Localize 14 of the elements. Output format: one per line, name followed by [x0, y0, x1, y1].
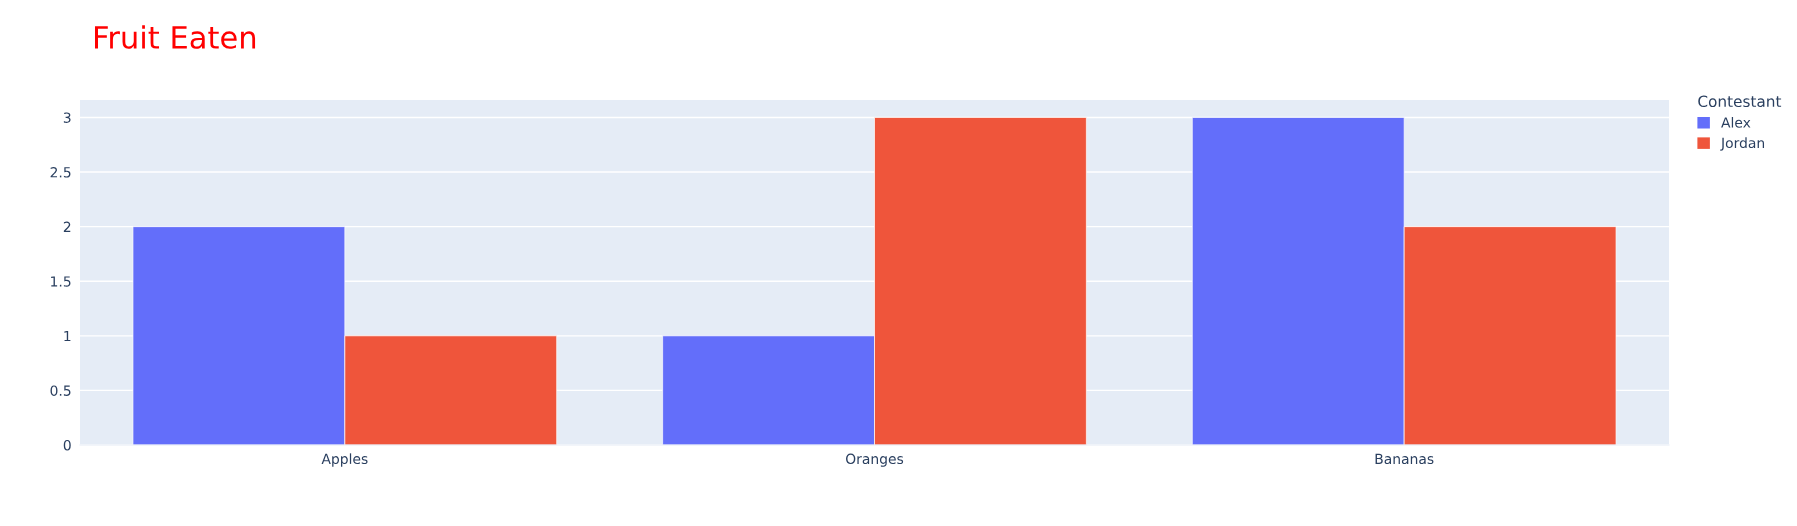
- y-tick-label: 1.5: [51, 276, 71, 287]
- chart-title: Fruit Eaten: [95, 25, 256, 49]
- y-tick-label: 0.5: [50, 385, 71, 396]
- y-tick-label: 2: [63, 221, 71, 232]
- y-tick-label: 2.5: [50, 167, 71, 178]
- y-tick-label: 3: [63, 112, 71, 123]
- x-tick-label: Apples: [321, 453, 368, 467]
- legend-label: Jordan: [1720, 137, 1765, 151]
- legend-label: Alex: [1721, 116, 1751, 128]
- x-tick-label: Oranges: [846, 453, 904, 467]
- y-tick-label: 0: [63, 439, 71, 451]
- y-tick-label: 1: [64, 330, 71, 342]
- legend-title: Contestant: [1698, 95, 1782, 108]
- x-tick-label: Bananas: [1375, 453, 1434, 465]
